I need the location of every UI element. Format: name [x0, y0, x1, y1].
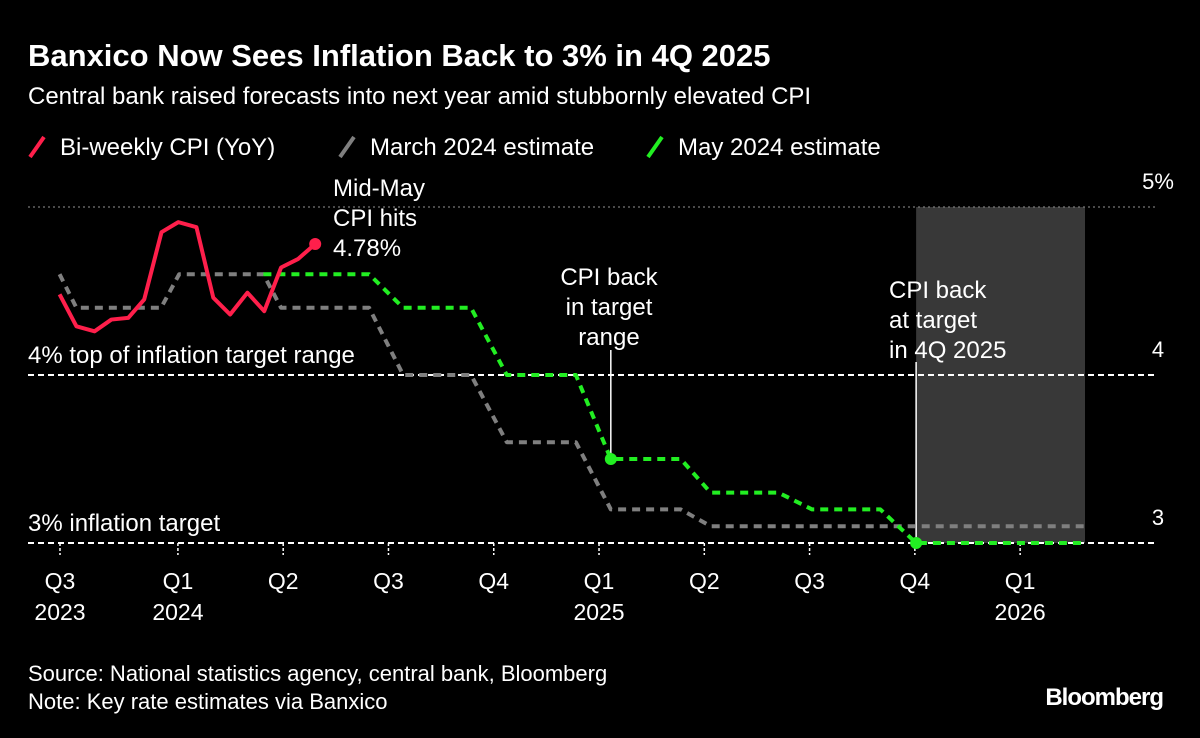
annotation: in target — [566, 294, 653, 321]
x-tick-year: 2024 — [152, 599, 203, 625]
chart-title: Banxico Now Sees Inflation Back to 3% in… — [28, 38, 771, 73]
x-tick-label: Q3 — [45, 568, 76, 594]
annotation: 4.78% — [333, 235, 401, 262]
source: Source: National statistics agency, cent… — [28, 661, 607, 686]
x-tick-label: Q1 — [1005, 568, 1036, 594]
x-tick-year: 2023 — [34, 599, 85, 625]
annotation: in 4Q 2025 — [889, 337, 1006, 364]
x-tick-label: Q4 — [900, 568, 931, 594]
series-line — [263, 272, 1085, 545]
point-marker — [604, 453, 617, 465]
chart-subtitle: Central bank raised forecasts into next … — [28, 83, 811, 110]
annotation: CPI back — [560, 264, 658, 291]
y-tick-label: 3 — [1152, 505, 1164, 530]
x-tick-label: Q2 — [689, 568, 720, 594]
annotation: at target — [889, 307, 977, 334]
legend-swatch — [338, 135, 356, 159]
legend-label: May 2024 estimate — [678, 134, 881, 161]
annotation: CPI back — [889, 277, 987, 304]
x-tick-label: Q3 — [794, 568, 825, 594]
series-line — [57, 220, 317, 334]
y-tick-label: 4 — [1152, 337, 1164, 362]
annotation: CPI hits — [333, 205, 417, 232]
x-tick-label: Q1 — [584, 568, 615, 594]
reference-label: 4% top of inflation target range — [28, 342, 355, 369]
y-tick-label: 5% — [1142, 169, 1174, 194]
brand-logo: Bloomberg — [1045, 684, 1163, 711]
x-tick-label: Q2 — [268, 568, 299, 594]
annotation: Mid-May — [333, 175, 425, 202]
x-tick-label: Q1 — [163, 568, 194, 594]
annotation: range — [578, 324, 639, 351]
x-tick-label: Q3 — [373, 568, 404, 594]
x-tick-year: 2026 — [995, 599, 1046, 625]
point-marker — [309, 237, 322, 250]
reference-label: 3% inflation target — [28, 510, 220, 537]
legend-label: March 2024 estimate — [370, 134, 594, 161]
legend-swatch — [646, 135, 664, 159]
x-tick-label: Q4 — [478, 568, 509, 594]
x-tick-year: 2025 — [573, 599, 624, 625]
legend-label: Bi-weekly CPI (YoY) — [60, 134, 275, 161]
legend-swatch — [28, 135, 46, 159]
note: Note: Key rate estimates via Banxico — [28, 689, 388, 714]
point-marker — [910, 537, 923, 549]
